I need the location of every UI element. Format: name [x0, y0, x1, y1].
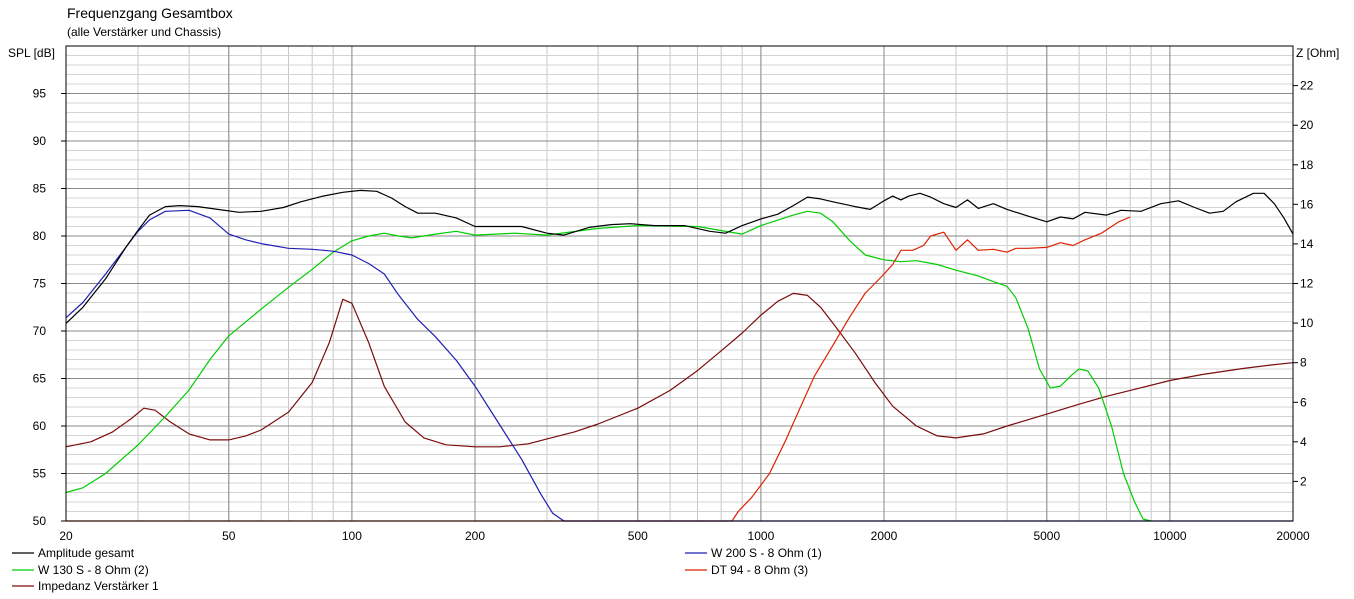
legend-label: W 200 S - 8 Ohm (1) [711, 546, 822, 560]
series-line-3 [65, 210, 1152, 522]
series-line-5 [65, 292, 1294, 448]
legend-item-4: DT 94 - 8 Ohm (3) [685, 563, 808, 577]
legend-item-5: Impedanz Verstärker 1 [12, 579, 159, 593]
legend-item-3: W 130 S - 8 Ohm (2) [12, 563, 149, 577]
chart-subtitle: (alle Verstärker und Chassis) [67, 25, 222, 39]
y2-tick-label: 22 [1300, 79, 1314, 93]
y2-axis-label: Z [Ohm] [1296, 46, 1339, 60]
y2-tick-label: 6 [1300, 395, 1307, 409]
major-grid [65, 46, 1294, 522]
series-line-1 [65, 189, 1294, 324]
y-tick-label: 80 [33, 229, 47, 243]
x-tick-label: 500 [628, 529, 648, 543]
y2-tick-label: 18 [1300, 158, 1314, 172]
x-tick-label: 5000 [1033, 529, 1060, 543]
legend-label: DT 94 - 8 Ohm (3) [711, 563, 808, 577]
y2-tick-label: 12 [1300, 277, 1314, 291]
legend-item-1: Amplitude gesamt [12, 546, 135, 560]
y-tick-label: 95 [33, 87, 47, 101]
legend-label: Amplitude gesamt [38, 546, 135, 560]
y-tick-label: 70 [33, 324, 47, 338]
y2-tick-label: 20 [1300, 118, 1314, 132]
x-tick-label: 1000 [748, 529, 775, 543]
legend-label: Impedanz Verstärker 1 [38, 579, 159, 593]
legend: Amplitude gesamt W 200 S - 8 Ohm (1) W 130… [12, 546, 822, 593]
series-line-2 [65, 209, 1293, 522]
y2-tick-label: 2 [1300, 474, 1307, 488]
x-tick-label: 200 [465, 529, 485, 543]
x-tick-label: 50 [222, 529, 236, 543]
y-tick-label: 85 [33, 182, 47, 196]
legend-item-2: W 200 S - 8 Ohm (1) [685, 546, 822, 560]
x-tick-label: 100 [342, 529, 362, 543]
y-tick-label: 90 [33, 134, 47, 148]
legend-label: W 130 S - 8 Ohm (2) [38, 563, 149, 577]
chart-title: Frequenzgang Gesamtbox [67, 5, 233, 21]
y-tick-label: 50 [33, 514, 47, 528]
y2-tick-label: 14 [1300, 237, 1314, 251]
x-tick-label: 10000 [1153, 529, 1187, 543]
x-tick-label: 2000 [871, 529, 898, 543]
y2-tick-label: 10 [1300, 316, 1314, 330]
x-tick-label: 20000 [1276, 529, 1310, 543]
x-tick-label: 20 [59, 529, 73, 543]
y2-tick-label: 16 [1300, 197, 1314, 211]
y-tick-label: 55 [33, 467, 47, 481]
y2-tick-label: 8 [1300, 356, 1307, 370]
y-tick-label: 75 [33, 277, 47, 291]
series-layer [65, 189, 1294, 522]
axis-ticks: 20 50 100 200 500 1000 2000 5000 10000 20000 50 55 6… [33, 79, 1314, 543]
y-tick-label: 65 [33, 372, 47, 386]
series-line-4 [66, 216, 1131, 522]
y2-tick-label: 4 [1300, 435, 1307, 449]
y-tick-label: 60 [33, 419, 47, 433]
y-axis-label: SPL [dB] [8, 46, 55, 60]
